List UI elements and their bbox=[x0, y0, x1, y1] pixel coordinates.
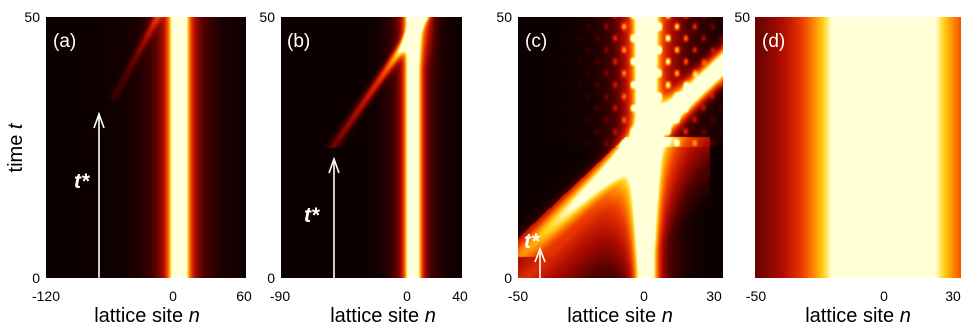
x-tick-a-max: 60 bbox=[236, 288, 252, 304]
y-tick-c-0: 0 bbox=[504, 270, 512, 286]
x-axis-title-a: lattice site n bbox=[94, 305, 200, 327]
heatmap-d bbox=[755, 17, 961, 278]
panel-c: (c) t* 50 0 -50 0 30 lattice site n bbox=[496, 9, 723, 327]
panel-label-d: (d) bbox=[762, 31, 785, 52]
y-tick-c-50: 50 bbox=[496, 9, 512, 25]
panel-b: (b) t* 50 0 -90 0 40 lattice site n bbox=[259, 9, 468, 327]
heatmap-c bbox=[518, 17, 723, 278]
y-tick-a-50: 50 bbox=[24, 9, 40, 25]
y-tick-b-0: 0 bbox=[267, 270, 275, 286]
x-axis-title-d: lattice site n bbox=[805, 305, 911, 327]
x-tick-b-min: -90 bbox=[270, 288, 290, 304]
y-tick-a-0: 0 bbox=[32, 270, 40, 286]
panel-a: (a) t* 50 0 -120 0 60 lattice site n bbox=[24, 9, 252, 327]
t-star-arrowhead-a bbox=[93, 111, 105, 129]
t-star-label-b: t* bbox=[304, 204, 320, 227]
x-tick-d-min: -50 bbox=[746, 288, 766, 304]
panel-label-a: (a) bbox=[53, 31, 76, 52]
y-tick-d-50: 50 bbox=[734, 9, 750, 25]
panel-label-c: (c) bbox=[525, 31, 547, 52]
x-tick-d-zero: 0 bbox=[880, 288, 888, 304]
x-tick-a-min: -120 bbox=[32, 288, 60, 304]
y-tick-b-50: 50 bbox=[259, 9, 275, 25]
t-star-arrowhead-b bbox=[328, 156, 340, 174]
x-tick-d-max: 30 bbox=[945, 288, 961, 304]
x-axis-title-b: lattice site n bbox=[330, 305, 436, 327]
panel-d: (d) 50 -50 0 30 lattice site n bbox=[734, 9, 961, 327]
x-axis-title-c: lattice site n bbox=[567, 305, 673, 327]
x-tick-c-zero: 0 bbox=[640, 288, 648, 304]
heatmap-a bbox=[46, 17, 246, 278]
heatmap-b bbox=[281, 17, 462, 278]
x-tick-c-max: 30 bbox=[706, 288, 722, 304]
t-star-arrowhead-c bbox=[534, 246, 546, 263]
x-tick-b-zero: 0 bbox=[403, 288, 411, 304]
t-star-label-c: t* bbox=[524, 230, 540, 253]
x-tick-b-max: 40 bbox=[452, 288, 468, 304]
y-axis-title: time t bbox=[5, 122, 27, 172]
x-tick-a-zero: 0 bbox=[169, 288, 177, 304]
panel-label-b: (b) bbox=[287, 31, 310, 52]
t-star-label-a: t* bbox=[74, 170, 90, 193]
x-tick-c-min: -50 bbox=[508, 288, 528, 304]
